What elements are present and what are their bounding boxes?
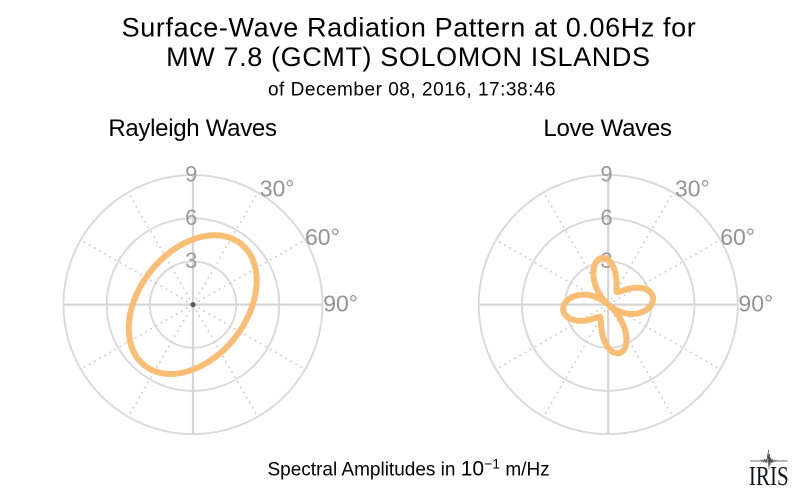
svg-text:90°: 90°: [738, 291, 773, 317]
svg-text:IRIS: IRIS: [749, 460, 789, 491]
svg-text:6: 6: [600, 205, 612, 230]
svg-text:9: 9: [600, 162, 612, 187]
svg-text:MW 7.8 (GCMT) SOLOMON ISLANDS: MW 7.8 (GCMT) SOLOMON ISLANDS: [166, 42, 651, 72]
svg-text:90°: 90°: [323, 291, 358, 317]
svg-text:9: 9: [185, 162, 197, 187]
svg-text:Spectral Amplitudes in 10−1 m/: Spectral Amplitudes in 10−1 m/Hz: [267, 455, 549, 480]
svg-text:30°: 30°: [260, 176, 295, 202]
svg-text:60°: 60°: [305, 224, 340, 250]
svg-text:Rayleigh Waves: Rayleigh Waves: [108, 115, 277, 142]
svg-text:60°: 60°: [720, 224, 755, 250]
svg-text:Surface-Wave Radiation Pattern: Surface-Wave Radiation Pattern at 0.06Hz…: [122, 12, 697, 42]
svg-text:3: 3: [185, 248, 197, 273]
svg-text:Love Waves: Love Waves: [543, 115, 671, 142]
svg-text:of December 08, 2016, 17:38:46: of December 08, 2016, 17:38:46: [268, 80, 556, 101]
svg-text:30°: 30°: [675, 176, 710, 202]
svg-text:6: 6: [185, 205, 197, 230]
